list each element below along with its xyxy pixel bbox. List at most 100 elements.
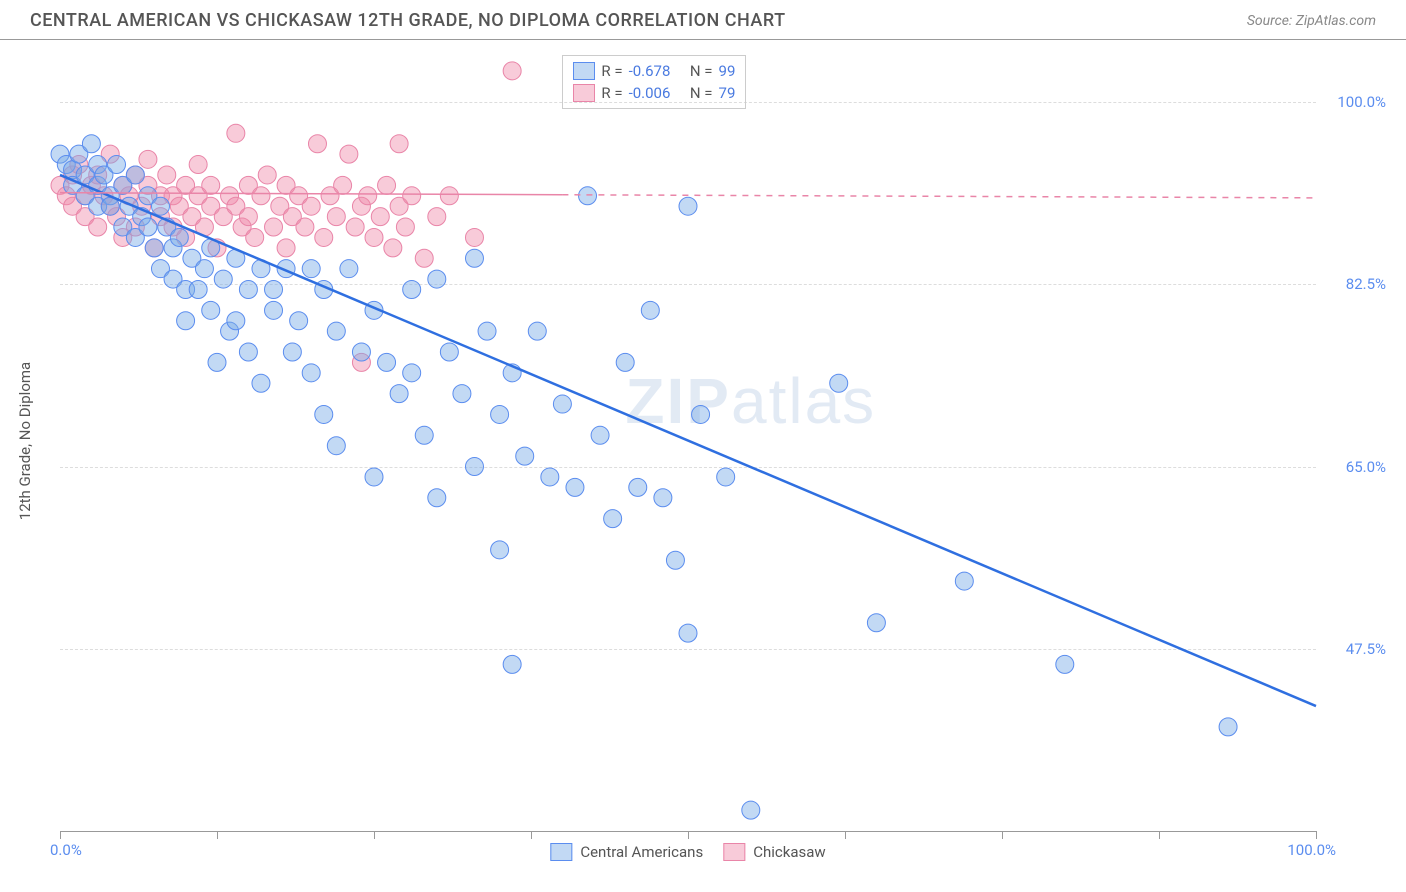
data-point [616, 353, 634, 371]
legend-item-series2: Chickasaw [723, 843, 825, 861]
data-point [151, 197, 169, 215]
data-point [82, 135, 100, 153]
data-point [139, 150, 157, 168]
data-point [528, 322, 546, 340]
y-tick-label: 65.0% [1346, 458, 1386, 476]
chart-title: CENTRAL AMERICAN VS CHICKASAW 12TH GRADE… [30, 10, 786, 31]
data-point [541, 468, 559, 486]
data-point [108, 156, 126, 174]
scatter-svg [60, 50, 1316, 831]
data-point [604, 510, 622, 528]
n-value-series2: 79 [719, 84, 736, 102]
chart-area: 12th Grade, No Diploma 47.5%65.0%82.5%10… [60, 50, 1316, 832]
r-value-series2: -0.006 [629, 84, 671, 102]
swatch-series1 [573, 62, 595, 80]
data-point [277, 239, 295, 257]
data-point [315, 228, 333, 246]
data-point [440, 187, 458, 205]
data-point [478, 322, 496, 340]
data-point [352, 343, 370, 361]
data-point [955, 572, 973, 590]
data-point [258, 166, 276, 184]
plot-region: 12th Grade, No Diploma 47.5%65.0%82.5%10… [60, 50, 1316, 832]
y-tick-label: 47.5% [1346, 640, 1386, 658]
data-point [629, 478, 647, 496]
data-point [265, 301, 283, 319]
data-point [252, 187, 270, 205]
data-point [239, 208, 257, 226]
source-label: Source: ZipAtlas.com [1247, 13, 1376, 29]
data-point [403, 364, 421, 382]
legend-item-series1: Central Americans [550, 843, 703, 861]
data-point [170, 228, 188, 246]
data-point [465, 249, 483, 267]
legend-label-series1: Central Americans [580, 843, 703, 861]
data-point [327, 322, 345, 340]
data-point [390, 385, 408, 403]
r-label: R = [601, 62, 622, 80]
data-point [428, 270, 446, 288]
data-point [428, 489, 446, 507]
data-point [340, 145, 358, 163]
data-point [415, 249, 433, 267]
data-point [579, 187, 597, 205]
data-point [239, 281, 257, 299]
series-legend: Central Americans Chickasaw [550, 843, 825, 861]
r-label: R = [601, 84, 622, 102]
data-point [641, 301, 659, 319]
data-point [378, 176, 396, 194]
data-point [453, 385, 471, 403]
legend-row-series2: R = -0.006 N = 79 [573, 82, 735, 104]
data-point [378, 353, 396, 371]
data-point [246, 228, 264, 246]
data-point [365, 228, 383, 246]
y-axis-label: 12th Grade, No Diploma [16, 361, 34, 519]
data-point [692, 405, 710, 423]
y-tick-label: 100.0% [1337, 93, 1386, 111]
chart-header: CENTRAL AMERICAN VS CHICKASAW 12TH GRADE… [0, 0, 1406, 40]
data-point [265, 218, 283, 236]
data-point [334, 176, 352, 194]
r-value-series1: -0.678 [629, 62, 671, 80]
swatch-series2 [723, 843, 745, 861]
data-point [403, 187, 421, 205]
data-point [302, 260, 320, 278]
data-point [239, 343, 257, 361]
data-point [503, 62, 521, 80]
data-point [283, 343, 301, 361]
data-point [177, 312, 195, 330]
trend-line-extrapolated [562, 195, 1316, 198]
data-point [390, 135, 408, 153]
correlation-legend: R = -0.678 N = 99 R = -0.006 N = 79 [562, 55, 746, 109]
swatch-series2 [573, 84, 595, 102]
data-point [145, 239, 163, 257]
data-point [139, 218, 157, 236]
data-point [327, 437, 345, 455]
data-point [553, 395, 571, 413]
data-point [742, 801, 760, 819]
data-point [666, 551, 684, 569]
x-axis-max: 100.0% [1287, 841, 1336, 859]
data-point [867, 614, 885, 632]
legend-row-series1: R = -0.678 N = 99 [573, 60, 735, 82]
data-point [465, 458, 483, 476]
data-point [440, 343, 458, 361]
data-point [346, 218, 364, 236]
data-point [679, 624, 697, 642]
data-point [1056, 655, 1074, 673]
data-point [189, 281, 207, 299]
data-point [126, 166, 144, 184]
n-label: N = [690, 62, 713, 80]
y-tick-label: 82.5% [1346, 275, 1386, 293]
data-point [491, 541, 509, 559]
data-point [830, 374, 848, 392]
data-point [403, 281, 421, 299]
data-point [340, 260, 358, 278]
data-point [158, 166, 176, 184]
data-point [491, 405, 509, 423]
data-point [315, 405, 333, 423]
data-point [415, 426, 433, 444]
n-value-series1: 99 [719, 62, 736, 80]
data-point [591, 426, 609, 444]
data-point [396, 218, 414, 236]
